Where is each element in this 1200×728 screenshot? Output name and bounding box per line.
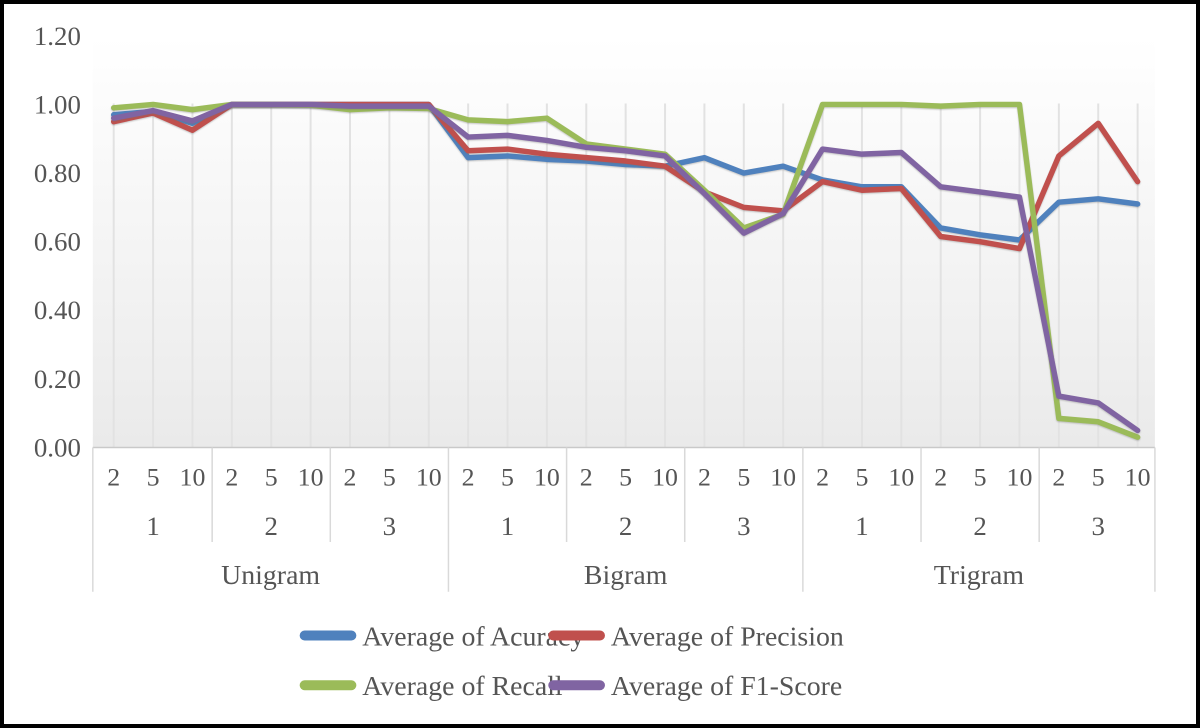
series-line-average-of-f1-score: [110, 101, 1141, 434]
x-tick-label: 5: [974, 462, 987, 491]
legend-label: Average of Acuracy: [362, 621, 584, 652]
legend-swatch-average-of-recall: [299, 680, 357, 691]
legend-label: Average of F1-Score: [611, 671, 842, 702]
x-tick-label: 10: [652, 462, 678, 491]
x-tick-label: 5: [737, 462, 750, 491]
x-tick-label: 2: [344, 462, 357, 491]
y-axis-tick-label: 0.20: [34, 364, 81, 394]
x-tick-label: 10: [416, 462, 442, 491]
y-axis-tick-label: 0.40: [34, 295, 81, 325]
legend-label: Average of Precision: [611, 621, 844, 652]
x-tick-label: 5: [501, 462, 514, 491]
x-subgroup-label: 2: [973, 511, 986, 541]
x-subgroup-label: 3: [737, 511, 750, 541]
x-subgroup-label: 1: [501, 511, 514, 541]
x-tick-label: 10: [534, 462, 560, 491]
legend-swatch-average-of-precision: [548, 630, 605, 641]
x-tick-label: 5: [383, 462, 396, 491]
x-tick-label: 10: [888, 462, 914, 491]
x-tick-label: 2: [934, 462, 947, 491]
x-tick-label: 5: [265, 462, 278, 491]
x-subgroup-label: 3: [383, 511, 396, 541]
x-subgroup-label: 1: [146, 511, 159, 541]
x-tick-label: 2: [1052, 462, 1065, 491]
x-tick-label: 10: [770, 462, 796, 491]
y-axis-tick-label: 0.60: [34, 227, 81, 257]
x-tick-label: 2: [462, 462, 475, 491]
x-tick-label: 2: [580, 462, 593, 491]
x-tick-label: 2: [816, 462, 829, 491]
y-axis-tick-label: 1.20: [34, 21, 81, 51]
x-tick-label: 10: [298, 462, 324, 491]
x-group-label: Unigram: [221, 560, 320, 591]
x-tick-label: 2: [107, 462, 120, 491]
legend-swatch-average-of-f1-score: [548, 680, 605, 691]
x-group-label: Trigram: [934, 560, 1025, 591]
y-axis-tick-label: 0.80: [34, 158, 81, 188]
x-tick-label: 10: [180, 462, 206, 491]
legend-label: Average of Recall: [362, 671, 563, 702]
x-tick-label: 2: [698, 462, 711, 491]
y-axis-tick-label: 1.00: [34, 89, 81, 119]
x-tick-label: 5: [619, 462, 632, 491]
x-tick-label: 2: [225, 462, 238, 491]
x-group-label: Bigram: [584, 560, 668, 591]
x-subgroup-label: 2: [619, 511, 632, 541]
legend-swatch-average-of-acuracy: [299, 630, 357, 641]
x-subgroup-label: 3: [1092, 511, 1105, 541]
x-subgroup-label: 1: [855, 511, 868, 541]
x-subgroup-label: 2: [265, 511, 278, 541]
x-tick-label: 10: [1125, 462, 1151, 491]
x-tick-label: 10: [1007, 462, 1033, 491]
x-tick-label: 5: [855, 462, 868, 491]
y-axis-tick-label: 0.00: [34, 432, 81, 462]
x-tick-label: 5: [1092, 462, 1105, 491]
x-tick-label: 5: [147, 462, 160, 491]
metrics-line-chart: 1.201.000.800.600.400.200.002 5 10 2 5 10 2 5 10…: [34, 21, 1156, 702]
